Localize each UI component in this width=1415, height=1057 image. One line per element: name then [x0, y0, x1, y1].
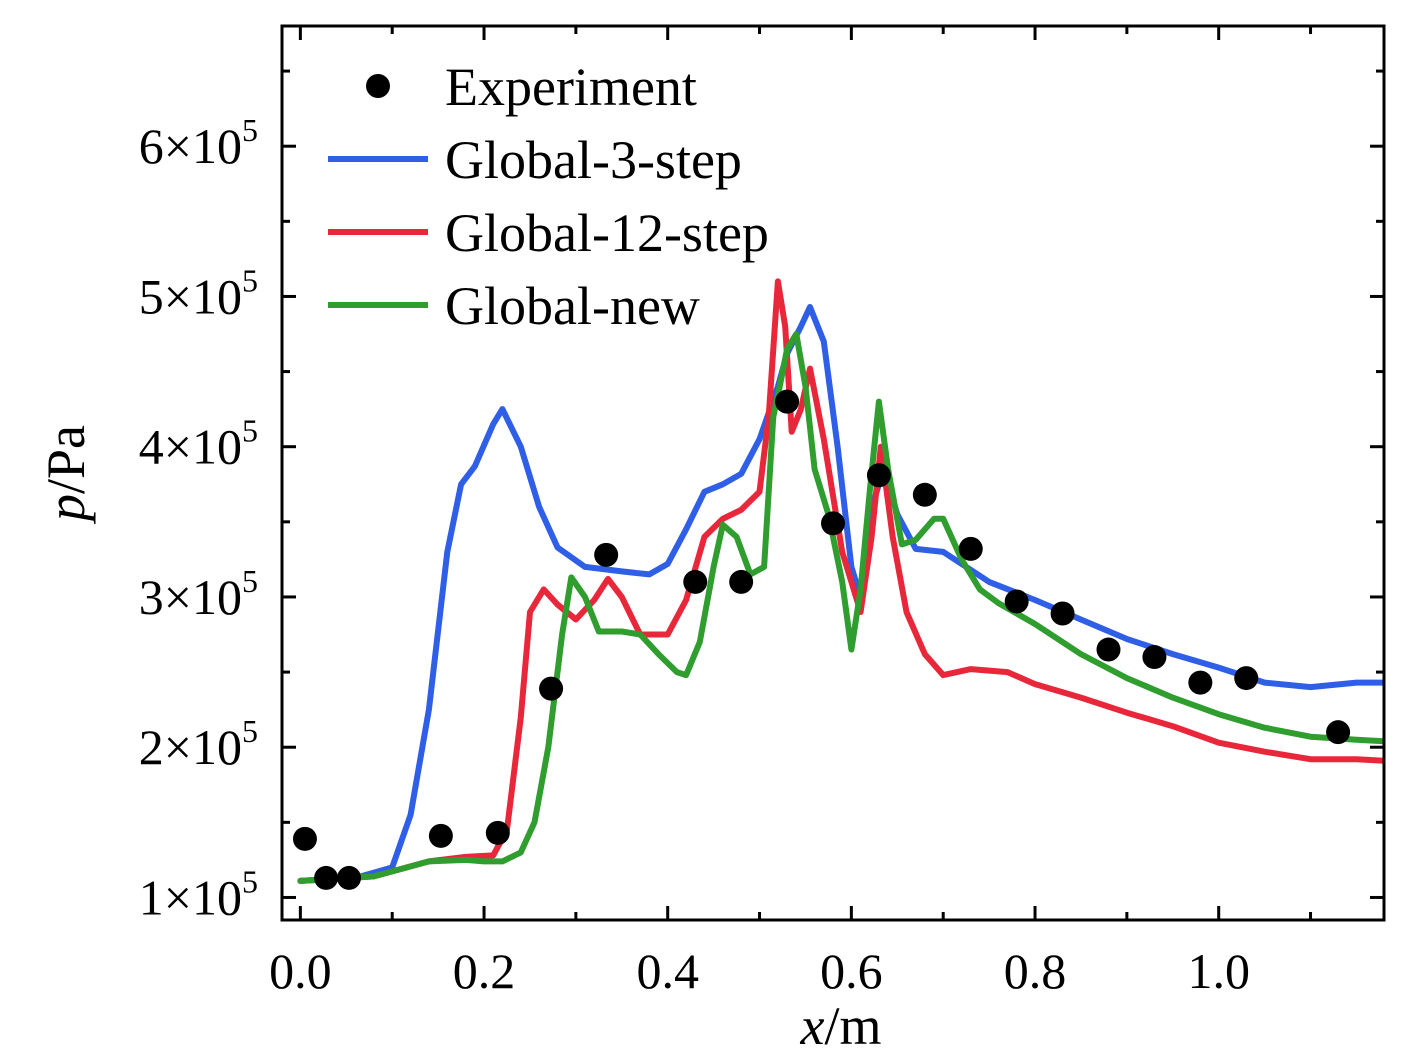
y-tick-label: 1×105	[139, 863, 258, 925]
experiment-point	[1050, 601, 1075, 626]
experiment-point	[1326, 720, 1351, 745]
series-layer	[297, 278, 1384, 884]
experiment-point	[1096, 637, 1121, 662]
legend-label: Global-new	[445, 276, 700, 336]
experiment-point	[594, 542, 619, 567]
legend-item: Global-12-step	[328, 203, 769, 263]
x-tick-label: 0.8	[1004, 943, 1067, 999]
x-axis-title-var: x	[800, 996, 825, 1056]
x-axis-title-unit: /m	[824, 996, 881, 1056]
x-tick-label: 0.0	[269, 943, 332, 999]
x-tick-label: 1.0	[1187, 943, 1250, 999]
legend-label: Experiment	[445, 57, 697, 117]
x-tick-label: 0.4	[636, 943, 699, 999]
experiment-point	[729, 569, 754, 594]
y-tick-label: 3×105	[139, 563, 258, 625]
legend-label: Global-3-step	[445, 130, 742, 190]
y-axis-title-unit: /Pa	[36, 425, 96, 494]
experiment-point	[1004, 589, 1029, 614]
legend-item: Global-3-step	[328, 130, 742, 190]
experiment-point	[337, 865, 362, 890]
experiment-point	[683, 569, 708, 594]
experiment-point	[1234, 666, 1259, 691]
experiment-point	[539, 676, 564, 701]
y-tick-label: 5×105	[139, 262, 258, 324]
experiment-point	[428, 823, 453, 848]
ticks-layer: 0.0 0.2 0.4 0.6 0.8 1.0 1×105 2×105 3×105 4×105 5×…	[139, 26, 1384, 999]
legend-label: Global-12-step	[445, 203, 769, 263]
y-axis-title: p/Pa	[36, 425, 96, 525]
experiment-point	[1188, 670, 1213, 695]
experiment-point	[485, 820, 510, 845]
experiment-points-layer	[292, 389, 1351, 890]
legend: Experiment Global-3-step Global-12-step Glo…	[328, 57, 769, 336]
experiment-point	[912, 482, 937, 507]
x-axis-title: x/m	[800, 996, 882, 1056]
plot-frame	[280, 24, 1386, 922]
y-tick-label: 2×105	[139, 713, 258, 775]
experiment-point	[314, 865, 339, 890]
legend-marker	[366, 74, 390, 98]
experiment-point	[775, 389, 800, 414]
y-tick-label: 6×105	[139, 112, 258, 174]
x-tick-label: 0.6	[820, 943, 883, 999]
series-line-global-12-step	[297, 278, 1384, 884]
series-line-global-new	[297, 331, 1384, 884]
y-axis-title-var: p	[36, 494, 96, 525]
legend-item: Experiment	[366, 57, 697, 117]
experiment-point	[821, 511, 845, 536]
legend-item: Global-new	[328, 276, 700, 336]
experiment-point	[292, 826, 317, 851]
experiment-point	[958, 536, 983, 561]
y-tick-label: 4×105	[139, 413, 258, 475]
experiment-point	[1142, 645, 1167, 670]
x-tick-label: 0.2	[453, 943, 516, 999]
experiment-point	[866, 463, 891, 488]
